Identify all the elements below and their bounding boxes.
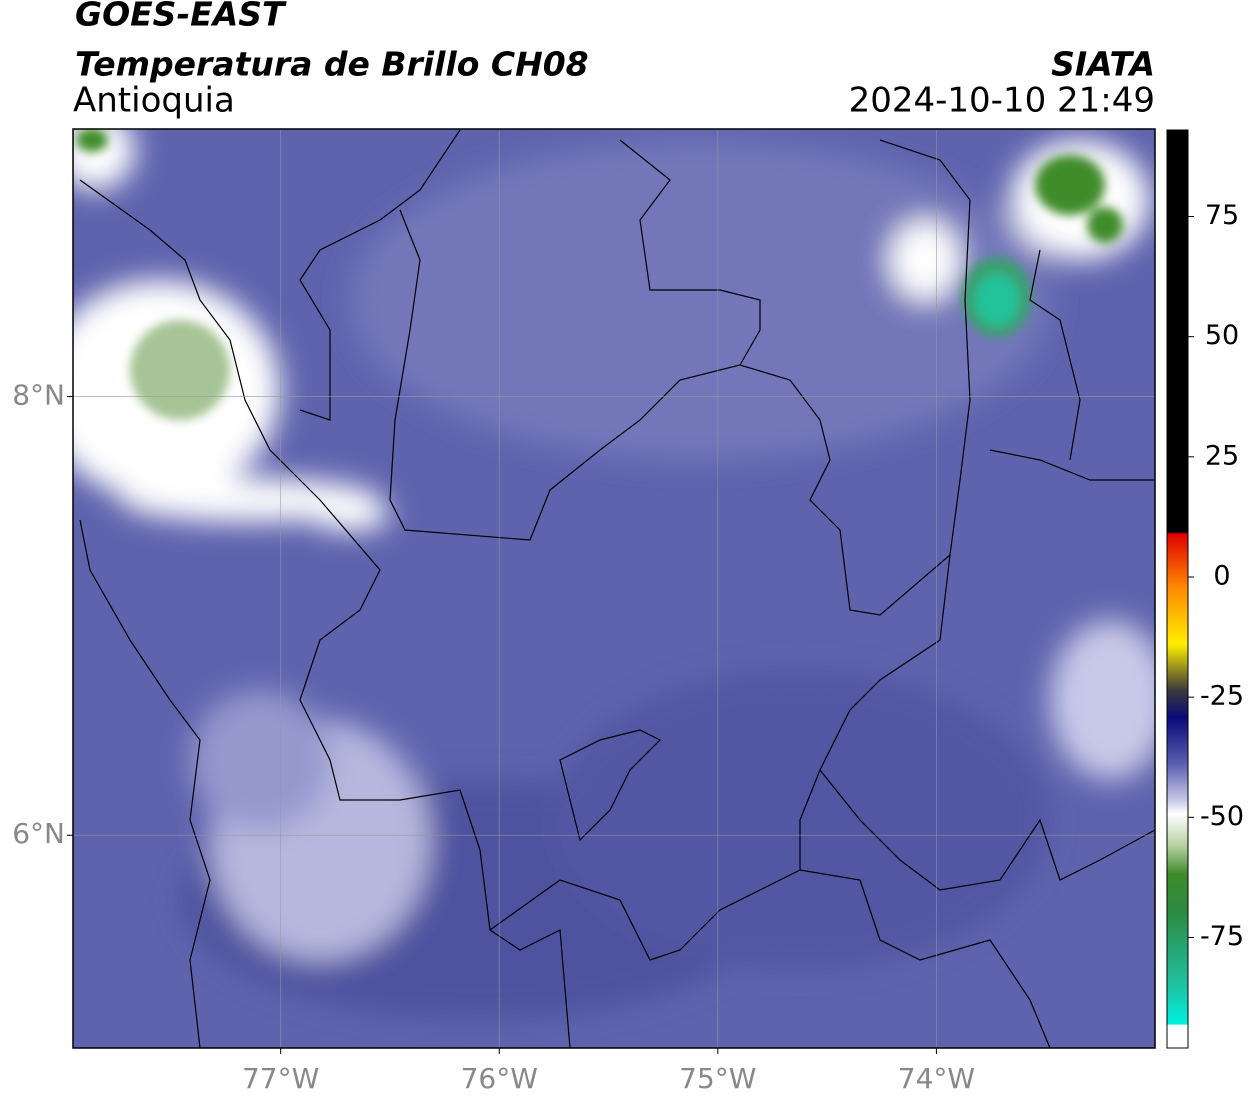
colorbar-tick-label: -75 (1200, 921, 1244, 952)
satellite-image (73, 129, 1155, 1048)
region: Antioquia (73, 81, 235, 121)
x-tick-label: 75°W (679, 1062, 756, 1095)
grid (73, 129, 1155, 1048)
source: SIATA (1051, 45, 1155, 84)
colorbar-tick-label: 0 (1213, 560, 1230, 591)
colorbar-tick-label: 25 (1205, 440, 1239, 471)
x-tick-label: 76°W (461, 1062, 538, 1095)
title: GOES-EAST (75, 0, 287, 34)
colorbar-tick-label: -50 (1200, 801, 1244, 832)
borders (79, 129, 1155, 1048)
y-tick-label: 6°N (12, 817, 65, 850)
subtitle: Temperatura de Brillo CH08 (75, 45, 589, 84)
colorbar-tick-label: -25 (1200, 681, 1244, 712)
x-tick-label: 74°W (898, 1062, 975, 1095)
colorbar-tick-label: 75 (1205, 200, 1239, 231)
y-tick-label: 8°N (12, 379, 65, 412)
datetime: 2024-10-10 21:49 (849, 81, 1155, 121)
x-tick-label: 77°W (242, 1062, 319, 1095)
colorbar (1166, 129, 1189, 1049)
colorbar-tick-label: 50 (1205, 320, 1239, 351)
map-frame (72, 128, 1156, 1049)
